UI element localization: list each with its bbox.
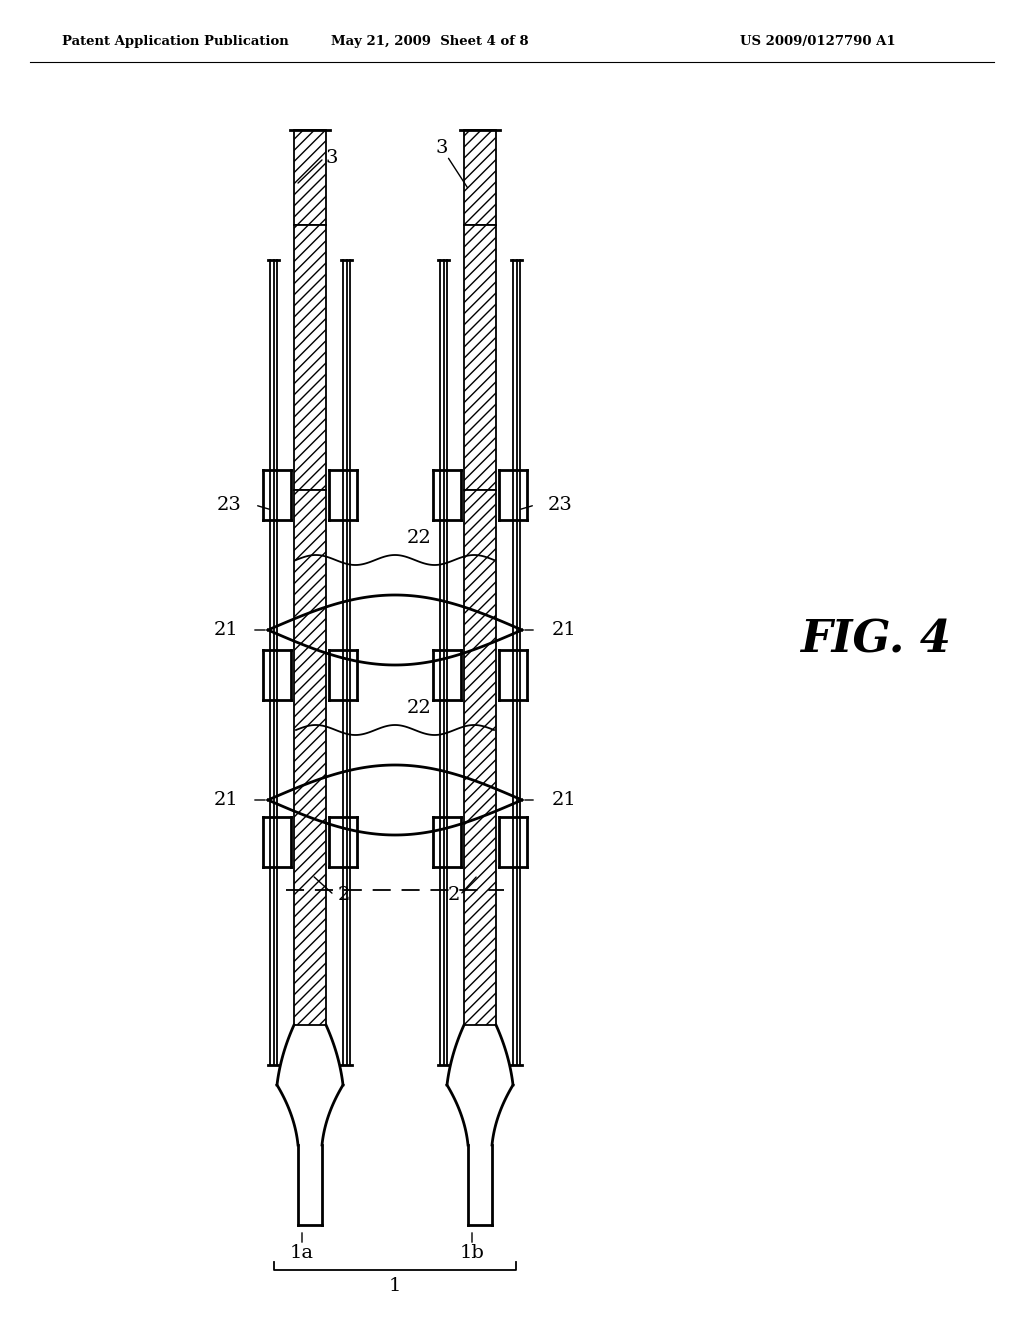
Text: 23: 23 (217, 496, 242, 513)
Text: 22: 22 (407, 529, 431, 546)
Text: 22: 22 (407, 700, 431, 717)
Bar (464, 224, 496, 490)
Text: 1a: 1a (290, 1243, 314, 1262)
Bar (464, 490, 496, 1026)
Text: 1b: 1b (460, 1243, 484, 1262)
Text: 21: 21 (213, 620, 238, 639)
Bar (464, 129, 496, 224)
Text: 21: 21 (552, 791, 577, 809)
Text: 23: 23 (548, 496, 572, 513)
Text: FIG. 4: FIG. 4 (800, 619, 951, 661)
Text: Patent Application Publication: Patent Application Publication (62, 36, 289, 49)
Text: 3: 3 (436, 139, 449, 157)
Text: May 21, 2009  Sheet 4 of 8: May 21, 2009 Sheet 4 of 8 (331, 36, 528, 49)
Text: 2: 2 (447, 886, 460, 904)
Text: 2: 2 (338, 886, 350, 904)
Text: 3: 3 (326, 149, 338, 168)
Text: 21: 21 (213, 791, 238, 809)
Bar (294, 129, 326, 224)
Text: US 2009/0127790 A1: US 2009/0127790 A1 (740, 36, 896, 49)
Bar (294, 490, 326, 1026)
Text: 1: 1 (389, 1276, 401, 1295)
Bar (294, 224, 326, 490)
Text: 21: 21 (552, 620, 577, 639)
